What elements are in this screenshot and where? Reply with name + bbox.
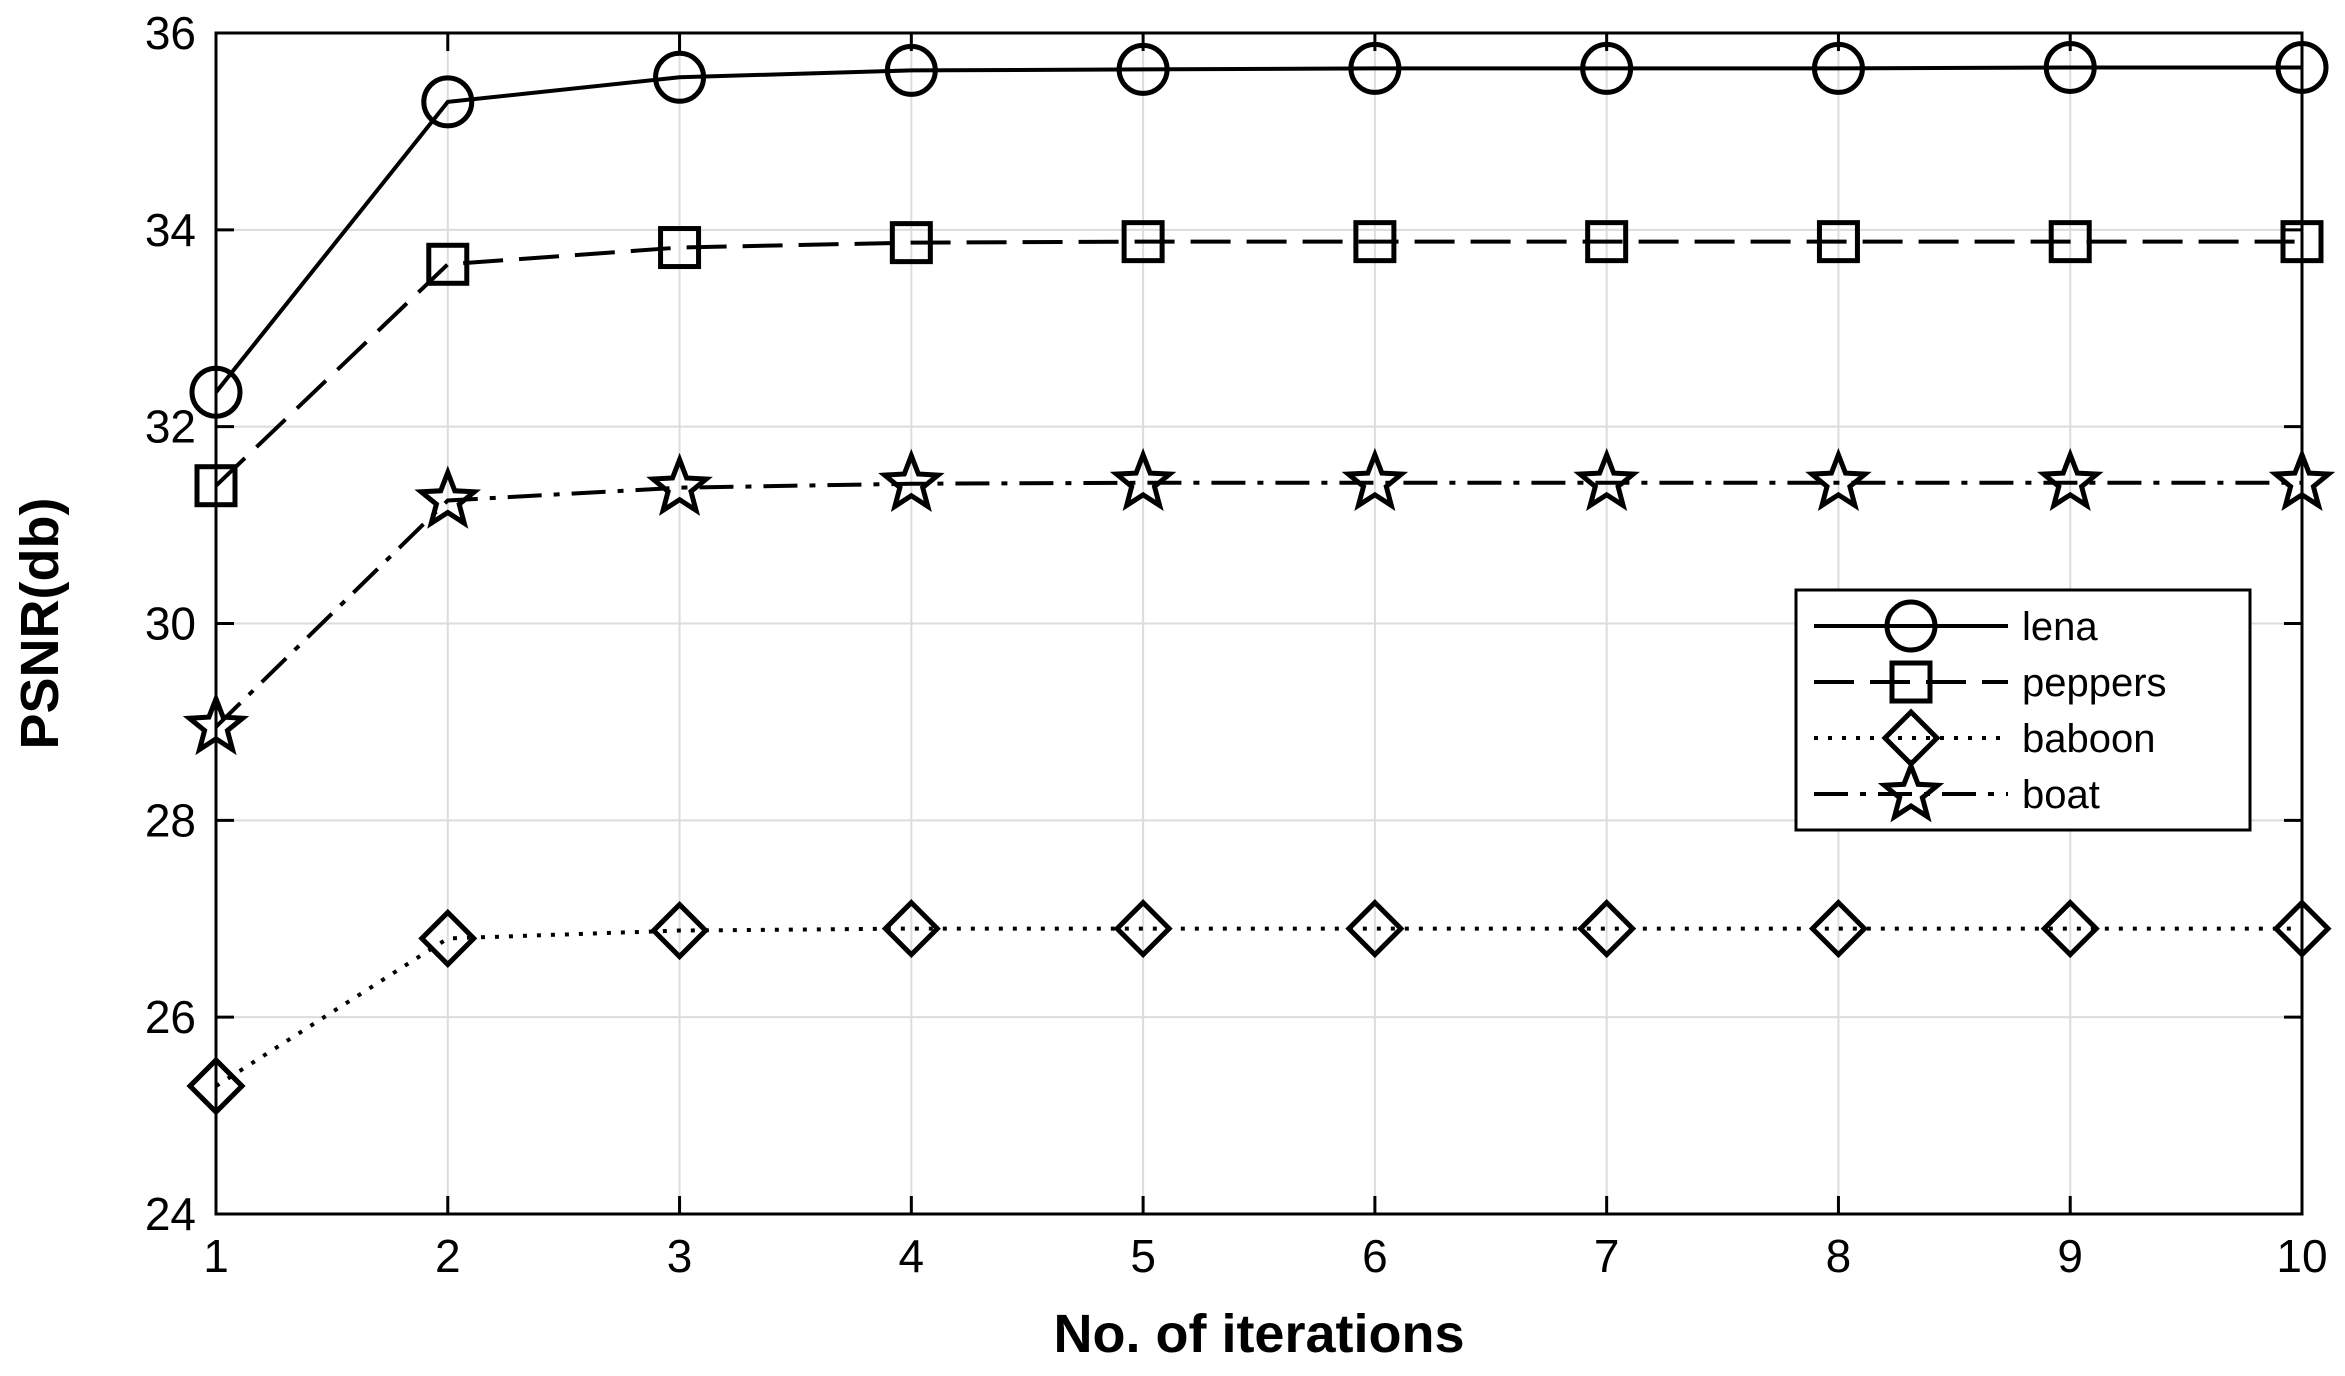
- x-tick-label: 3: [667, 1230, 693, 1282]
- peppers-data-point: [1585, 220, 1629, 264]
- baboon-data-point: [881, 899, 941, 959]
- series-line-peppers: [214, 239, 2302, 488]
- legend: lena peppers baboon boat: [1794, 588, 2252, 832]
- baboon-data-point: [2040, 899, 2100, 959]
- peppers-data-point: [2048, 220, 2092, 264]
- baboon-data-point: [1577, 899, 1637, 959]
- x-tick-label: 9: [2057, 1230, 2083, 1282]
- peppers-data-point: [1121, 220, 1165, 264]
- legend-marker-peppers: [1889, 660, 1933, 704]
- boat-data-point: [1109, 447, 1177, 512]
- series-line-lena: [214, 65, 2302, 394]
- y-axis-title: PSNR(db): [10, 498, 70, 750]
- x-tick-label: 7: [1594, 1230, 1620, 1282]
- boat-data-point: [878, 448, 945, 513]
- x-tick-label: 10: [2276, 1230, 2327, 1282]
- series-peppers: [194, 220, 2324, 508]
- y-tick-label: 34: [145, 204, 196, 256]
- lena-data-point: [653, 50, 707, 104]
- boat-data-point: [414, 465, 482, 529]
- series-layer: [182, 40, 2336, 1116]
- peppers-data-point: [889, 221, 933, 265]
- peppers-data-point: [426, 242, 470, 286]
- legend-label-baboon: baboon: [2022, 717, 2155, 761]
- x-tick-label: 6: [1362, 1230, 1388, 1282]
- baboon-data-point: [1113, 899, 1173, 959]
- y-tick-label: 24: [145, 1188, 196, 1240]
- series-line-boat: [214, 480, 2302, 729]
- series-line-baboon: [214, 926, 2302, 1088]
- boat-data-point: [1805, 447, 1872, 512]
- legend-marker-boat: [1877, 759, 1945, 823]
- x-tick-label: 1: [203, 1230, 229, 1282]
- boat-data-point: [2036, 447, 2104, 512]
- lena-data-point: [421, 75, 475, 129]
- boat-data-point: [1573, 447, 1640, 512]
- legend-label-lena: lena: [2022, 605, 2098, 649]
- boat-data-point: [646, 452, 713, 516]
- legend-box: [1794, 588, 2252, 832]
- y-tick-label: 26: [145, 991, 196, 1043]
- legend-label-peppers: peppers: [2022, 661, 2167, 705]
- x-tick-label: 4: [899, 1230, 925, 1282]
- peppers-data-point: [1816, 220, 1860, 264]
- legend-label-boat: boat: [2022, 773, 2100, 817]
- baboon-data-point: [1808, 899, 1868, 959]
- legend-marker-lena: [1884, 599, 1938, 653]
- baboon-data-point: [650, 901, 710, 961]
- y-tick-label: 32: [145, 401, 196, 453]
- peppers-data-point: [1353, 220, 1397, 264]
- y-tick-label: 28: [145, 794, 196, 846]
- x-tick-label: 5: [1130, 1230, 1156, 1282]
- x-tick-label: 8: [1826, 1230, 1852, 1282]
- peppers-data-point: [658, 226, 702, 270]
- y-tick-label: 30: [145, 598, 196, 650]
- series-baboon: [186, 899, 2332, 1116]
- baboon-data-point: [1345, 899, 1405, 959]
- x-axis-title: No. of iterations: [1053, 1304, 1464, 1364]
- baboon-data-point: [418, 908, 478, 968]
- y-tick-label: 36: [145, 7, 196, 59]
- boat-data-point: [1341, 447, 1409, 512]
- x-tick-label: 2: [435, 1230, 461, 1282]
- series-boat: [182, 447, 2336, 756]
